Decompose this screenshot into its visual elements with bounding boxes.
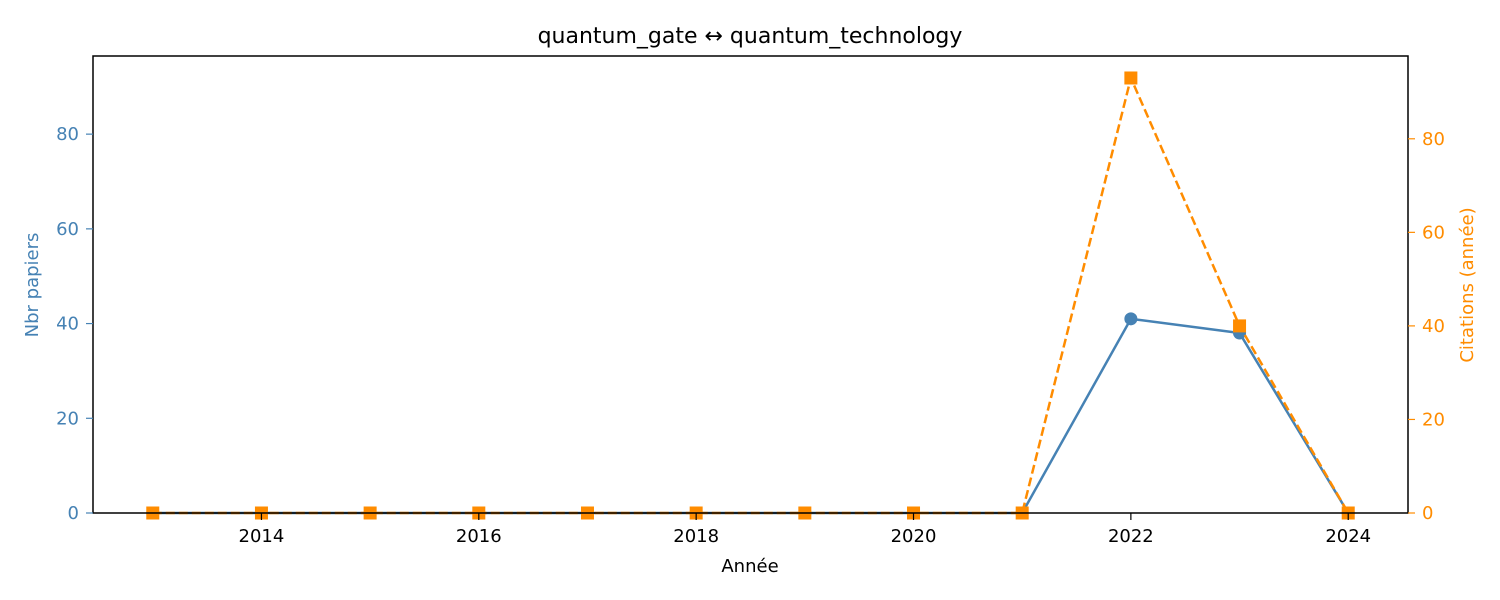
series-right <box>146 71 1355 520</box>
y-right-tick-label: 40 <box>1422 316 1445 337</box>
chart-title: quantum_gate ↔ quantum_technology <box>538 24 963 49</box>
y-left-tick-label: 60 <box>56 219 79 240</box>
x-tick-label: 2014 <box>239 526 285 547</box>
y-right-tick-label: 60 <box>1422 222 1445 243</box>
data-point <box>1233 319 1247 333</box>
y-axis-left: 0 20 40 60 80 <box>56 124 93 524</box>
x-axis: 2014 2016 2018 2020 2022 2024 <box>239 513 1371 547</box>
x-axis-label: Année <box>721 556 778 577</box>
y-right-tick-label: 80 <box>1422 129 1445 150</box>
x-tick-label: 2022 <box>1108 526 1154 547</box>
x-tick-label: 2018 <box>673 526 719 547</box>
series-left <box>146 312 1355 520</box>
y-left-tick-label: 0 <box>68 503 79 524</box>
series-layer <box>146 71 1355 520</box>
x-tick-label: 2016 <box>456 526 502 547</box>
y-right-tick-label: 20 <box>1422 409 1445 430</box>
y-left-tick-label: 80 <box>56 124 79 145</box>
data-point <box>1124 71 1138 85</box>
y-axis-left-label: Nbr papiers <box>22 233 43 338</box>
y-axis-right-label: Citations (année) <box>1457 207 1478 362</box>
data-point <box>1124 312 1138 326</box>
y-right-tick-label: 0 <box>1422 503 1433 524</box>
plot-frame <box>92 55 1409 514</box>
series-line <box>152 76 1350 515</box>
y-left-tick-label: 20 <box>56 408 79 429</box>
y-axis-right: 0 20 40 60 80 <box>1408 129 1445 524</box>
y-left-tick-label: 40 <box>56 314 79 335</box>
x-tick-label: 2020 <box>891 526 937 547</box>
series-line <box>152 317 1350 515</box>
x-tick-label: 2024 <box>1325 526 1371 547</box>
